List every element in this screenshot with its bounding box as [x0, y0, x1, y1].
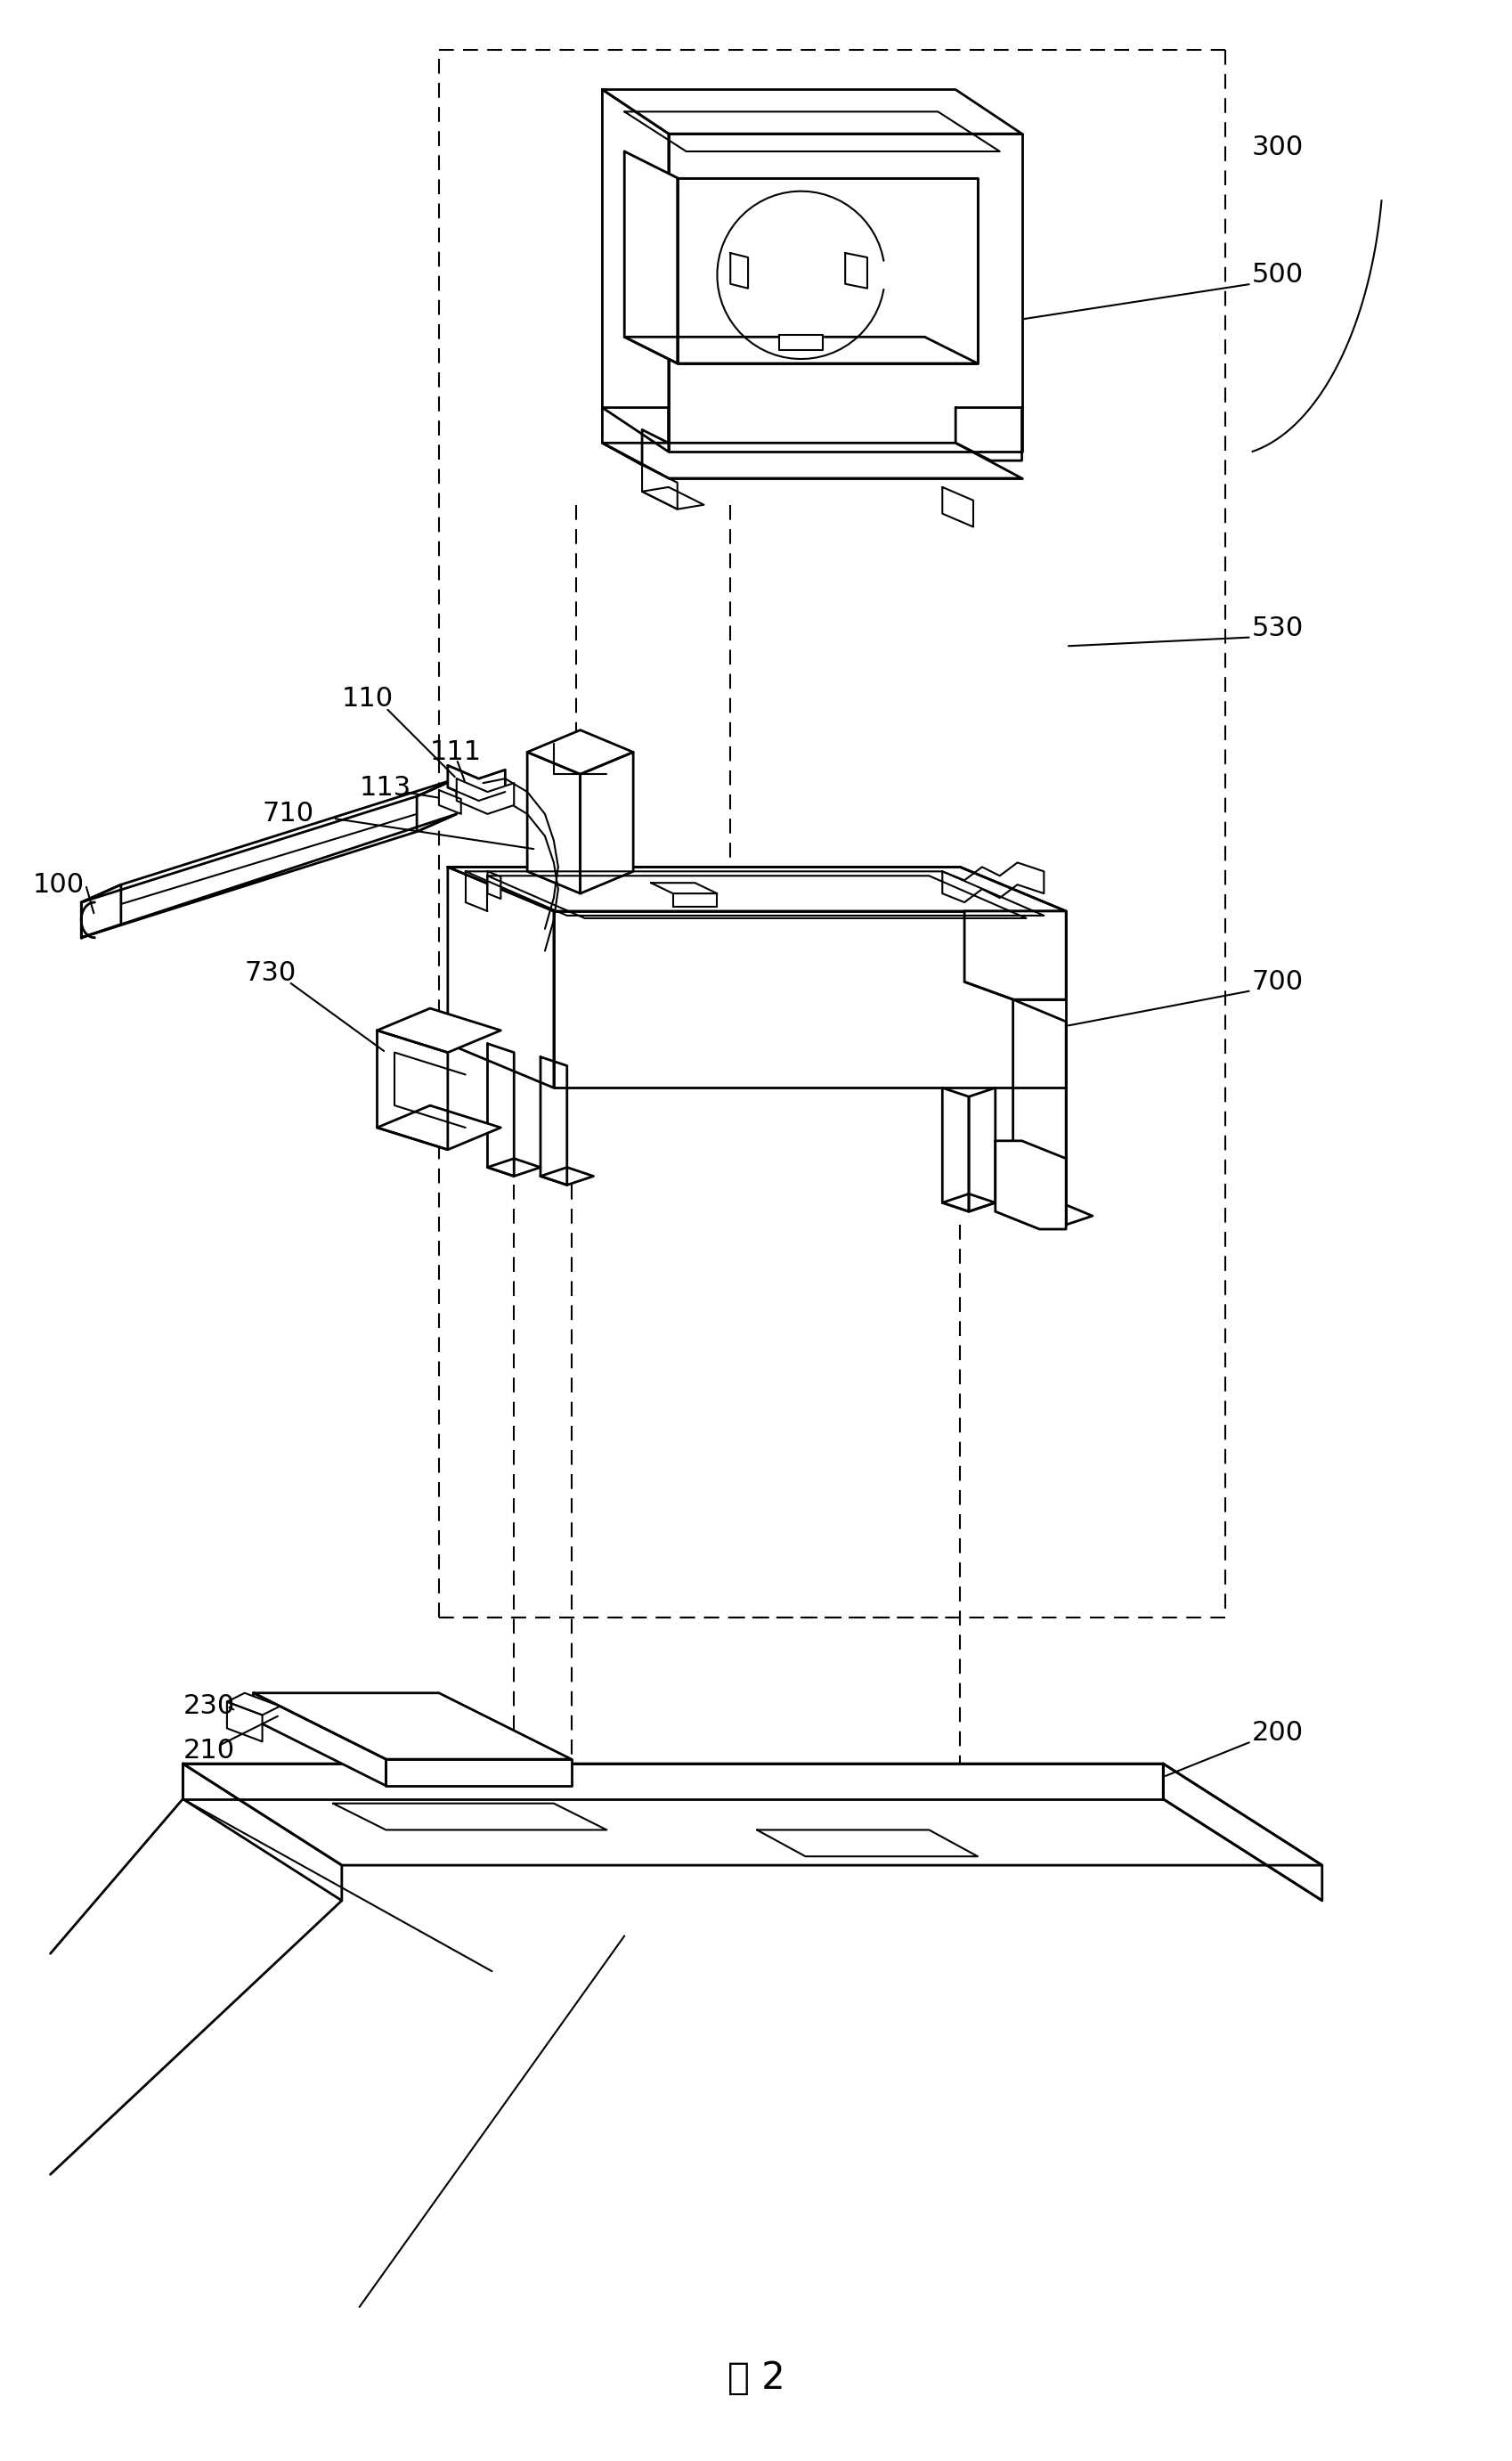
- Polygon shape: [448, 765, 505, 800]
- Polygon shape: [602, 89, 668, 453]
- Text: 700: 700: [1250, 970, 1302, 994]
- Text: 100: 100: [33, 871, 85, 898]
- Polygon shape: [624, 337, 977, 364]
- Text: 200: 200: [1250, 1720, 1302, 1745]
- Text: 530: 530: [1250, 615, 1302, 642]
- Polygon shape: [376, 1009, 500, 1053]
- Polygon shape: [1013, 1194, 1092, 1226]
- Polygon shape: [650, 883, 717, 893]
- Polygon shape: [995, 1142, 1066, 1228]
- Polygon shape: [528, 753, 581, 893]
- Polygon shape: [183, 1765, 342, 1900]
- Polygon shape: [968, 1088, 995, 1211]
- Text: 111: 111: [429, 738, 482, 765]
- Text: 730: 730: [245, 960, 296, 987]
- Polygon shape: [942, 1088, 968, 1211]
- Polygon shape: [448, 866, 553, 1088]
- Text: 710: 710: [262, 800, 314, 827]
- Polygon shape: [82, 883, 121, 938]
- Text: 500: 500: [1250, 263, 1302, 288]
- Polygon shape: [540, 1167, 593, 1186]
- Polygon shape: [668, 133, 1021, 453]
- Text: 300: 300: [1250, 133, 1302, 160]
- Polygon shape: [254, 1693, 572, 1760]
- Polygon shape: [227, 1693, 280, 1715]
- Polygon shape: [845, 253, 866, 288]
- Polygon shape: [417, 778, 457, 832]
- Polygon shape: [487, 1043, 514, 1176]
- Polygon shape: [602, 409, 668, 465]
- Polygon shape: [602, 89, 1021, 133]
- Polygon shape: [1163, 1765, 1321, 1900]
- Polygon shape: [376, 1105, 500, 1149]
- Polygon shape: [457, 778, 514, 815]
- Polygon shape: [438, 790, 461, 815]
- Polygon shape: [540, 1056, 567, 1186]
- Polygon shape: [448, 866, 1066, 911]
- Polygon shape: [963, 911, 1066, 999]
- Polygon shape: [376, 1031, 448, 1149]
- Text: 113: 113: [360, 775, 411, 800]
- Polygon shape: [641, 465, 677, 509]
- Polygon shape: [487, 1159, 540, 1176]
- Text: 110: 110: [342, 687, 393, 711]
- Polygon shape: [227, 1703, 262, 1742]
- Polygon shape: [183, 1765, 1163, 1799]
- Polygon shape: [581, 753, 634, 893]
- Polygon shape: [1013, 999, 1066, 1226]
- Text: 230: 230: [183, 1693, 234, 1720]
- Polygon shape: [254, 1693, 386, 1787]
- Polygon shape: [677, 177, 977, 364]
- Polygon shape: [386, 1760, 572, 1787]
- Polygon shape: [82, 778, 457, 903]
- Polygon shape: [183, 1765, 1321, 1865]
- Polygon shape: [942, 487, 972, 527]
- Polygon shape: [602, 443, 1021, 477]
- Text: 210: 210: [183, 1737, 234, 1762]
- Polygon shape: [730, 253, 747, 288]
- Polygon shape: [553, 911, 1066, 1088]
- Polygon shape: [487, 871, 500, 898]
- Polygon shape: [82, 815, 457, 938]
- Polygon shape: [956, 409, 1021, 460]
- Polygon shape: [641, 487, 703, 509]
- Polygon shape: [624, 153, 677, 364]
- Text: 图 2: 图 2: [727, 2360, 785, 2397]
- Polygon shape: [779, 335, 823, 349]
- Polygon shape: [528, 731, 634, 775]
- Polygon shape: [942, 1194, 995, 1211]
